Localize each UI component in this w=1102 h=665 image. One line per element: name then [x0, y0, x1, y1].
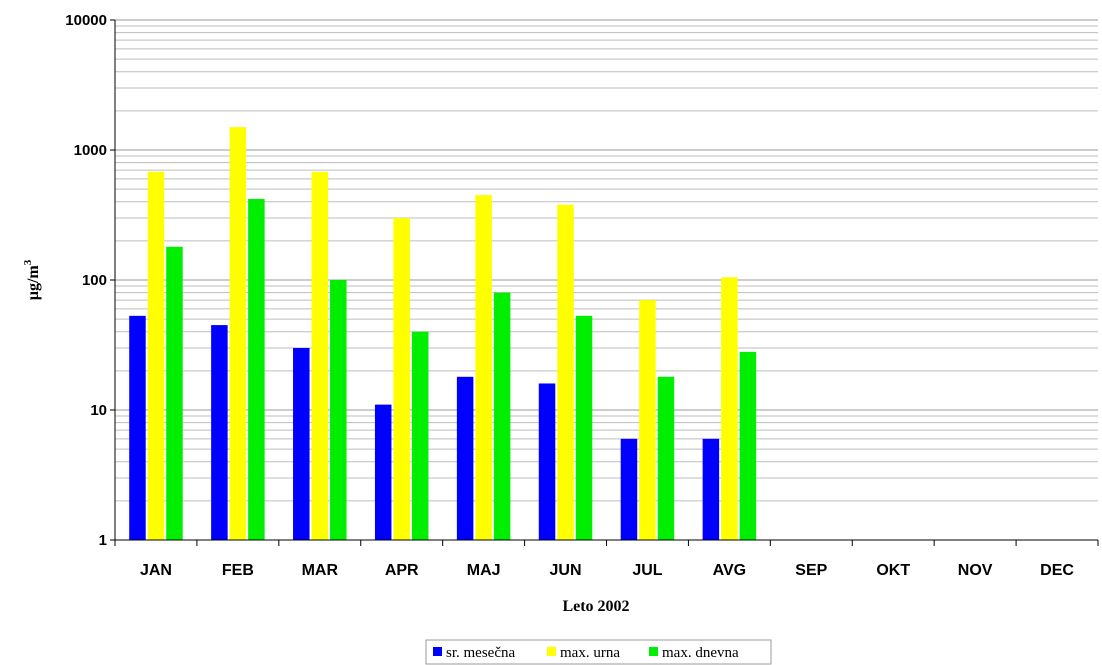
x-tick-label-dec: DEC	[1040, 562, 1074, 579]
legend-label-3: max. dnevna	[662, 645, 739, 661]
x-tick-label-feb: FEB	[222, 562, 254, 579]
bar-3-jul	[657, 376, 675, 540]
bar-3-jan	[166, 246, 183, 540]
legend-swatch-3	[649, 647, 658, 656]
bar-1-avg	[702, 438, 720, 540]
x-tick-label-apr: APR	[385, 562, 419, 579]
bar-3-jun	[575, 315, 593, 540]
y-axis-title: µg/m3	[22, 259, 42, 300]
y-tick-label: 10	[90, 402, 107, 419]
legend-label-2: max. urna	[560, 645, 620, 661]
y-tick-label: 100	[82, 272, 107, 289]
legend-label-1: sr. mesečna	[446, 645, 515, 661]
gridlines	[115, 19, 1098, 502]
bar-3-mar	[330, 280, 347, 540]
legend-items: sr. mesečna max. urna max. dnevna	[433, 645, 739, 661]
bar-3-feb	[248, 198, 265, 541]
y-axis-title-superscript: 3	[22, 259, 34, 265]
x-tick-label-jan: JAN	[140, 562, 172, 579]
x-tick-label-avg: AVG	[713, 562, 746, 579]
y-axis-title-main: µg/m	[25, 265, 42, 301]
axes	[110, 19, 1099, 546]
legend: sr. mesečna max. urna max. dnevna	[425, 639, 772, 665]
legend-frame	[425, 639, 772, 665]
bar-2-jan	[147, 171, 165, 540]
bar-2-maj	[475, 195, 492, 540]
legend-swatch-1	[433, 647, 442, 656]
bar-1-mar	[293, 347, 310, 540]
x-tick-label-sep: SEP	[795, 562, 827, 579]
y-tick-label: 1	[99, 532, 107, 549]
bars	[129, 127, 757, 541]
x-tick-label-jun: JUN	[550, 562, 582, 579]
bar-2-avg	[721, 277, 738, 540]
bar-1-feb	[211, 325, 228, 540]
bar-2-mar	[311, 171, 329, 540]
x-tick-label-maj: MAJ	[467, 562, 501, 579]
bar-2-jul	[639, 300, 656, 540]
y-tick-label: 10000	[65, 12, 107, 29]
bar-3-avg	[739, 351, 757, 540]
bar-3-maj	[493, 292, 511, 540]
y-tick-label: 1000	[74, 142, 107, 159]
bar-1-jun	[538, 383, 556, 540]
bar-1-jul	[620, 438, 638, 540]
x-tick-label-jul: JUL	[632, 562, 662, 579]
legend-swatch-2	[547, 647, 556, 656]
x-tick-label-mar: MAR	[302, 562, 339, 579]
x-tick-label-nov: NOV	[958, 562, 993, 579]
bar-1-apr	[374, 404, 392, 540]
x-tick-label-okt: OKT	[876, 562, 910, 579]
bar-2-feb	[229, 127, 247, 541]
bar-1-maj	[456, 376, 474, 540]
x-axis-title: Leto 2002	[562, 598, 629, 615]
bar-3-apr	[411, 331, 429, 540]
y-tick-labels: 1 10 100 1000 10000	[65, 12, 107, 549]
bar-1-jan	[129, 315, 146, 540]
x-tick-labels: JAN FEB MAR APR MAJ JUN JUL AVG SEP OKT NOV DEC	[140, 562, 1074, 579]
bar-2-jun	[557, 204, 574, 540]
bar-2-apr	[393, 217, 410, 540]
